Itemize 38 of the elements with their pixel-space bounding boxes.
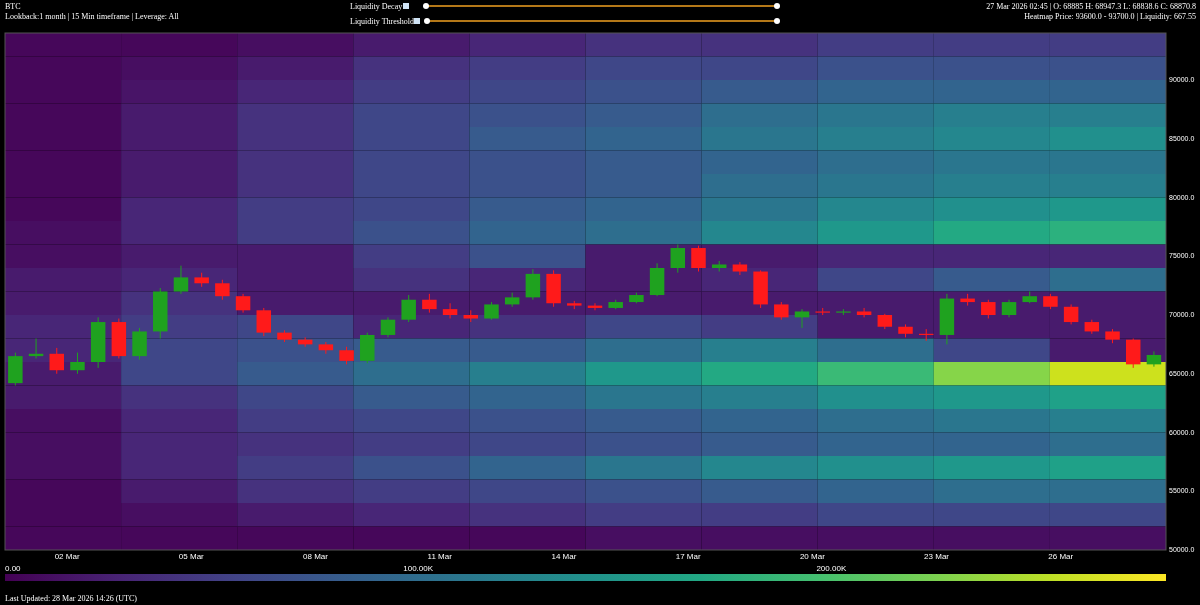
x-tick-label: 20 Mar	[799, 552, 826, 561]
candlestick	[173, 265, 189, 295]
x-tick-label: 08 Mar	[303, 552, 329, 561]
candlestick	[256, 307, 272, 337]
candlestick	[670, 244, 686, 274]
candlestick	[49, 347, 64, 375]
x-tick-label: 02 Mar	[54, 552, 80, 561]
candlestick	[525, 268, 541, 301]
text: Last Updated: 28 Mar 2026 14:26 (UTC)	[5, 594, 138, 603]
candlestick	[70, 352, 85, 375]
color-bar-label: 200.00K	[816, 564, 847, 573]
candlestick	[794, 308, 810, 329]
text: Heatmap Price: 93600.0 - 93700.0 | Liquidity: 667.55	[1024, 12, 1196, 21]
candlestick	[215, 279, 230, 301]
candlestick	[691, 245, 706, 273]
candlestick	[401, 294, 416, 323]
candlestick	[380, 316, 396, 338]
x-tick-label: 14 Mar	[551, 552, 577, 561]
candlestick	[1146, 350, 1162, 368]
candlestick	[442, 302, 458, 320]
text: 27 Mar 2026 02:45 | O: 68885 H: 68947.3 L: 68838.6 C: 68870.8	[986, 2, 1196, 11]
candlestick	[422, 293, 437, 314]
chart-subtitle: Lookback:1 month | 15 Min timeframe | Leverage: All	[5, 12, 180, 21]
chart-title: BTC	[5, 2, 21, 11]
color-bar-label: 100.00K	[403, 564, 434, 573]
x-tick-label: 11 Mar	[427, 552, 453, 561]
x-tick-label: 23 Mar	[924, 552, 950, 561]
candlestick	[318, 341, 334, 355]
candlestick	[856, 307, 872, 318]
text: Liquidity Decay	[350, 2, 403, 11]
x-tick-label: 05 Mar	[178, 552, 205, 561]
candlestick	[981, 299, 996, 320]
x-tick-label: 17 Mar	[675, 552, 701, 561]
x-tick-label: 26 Mar	[1048, 552, 1074, 561]
text: Liquidity Threshold	[350, 17, 415, 26]
candlestick	[235, 293, 251, 314]
color-bar-label: 0.00	[5, 564, 22, 573]
candlestick	[1063, 303, 1079, 325]
